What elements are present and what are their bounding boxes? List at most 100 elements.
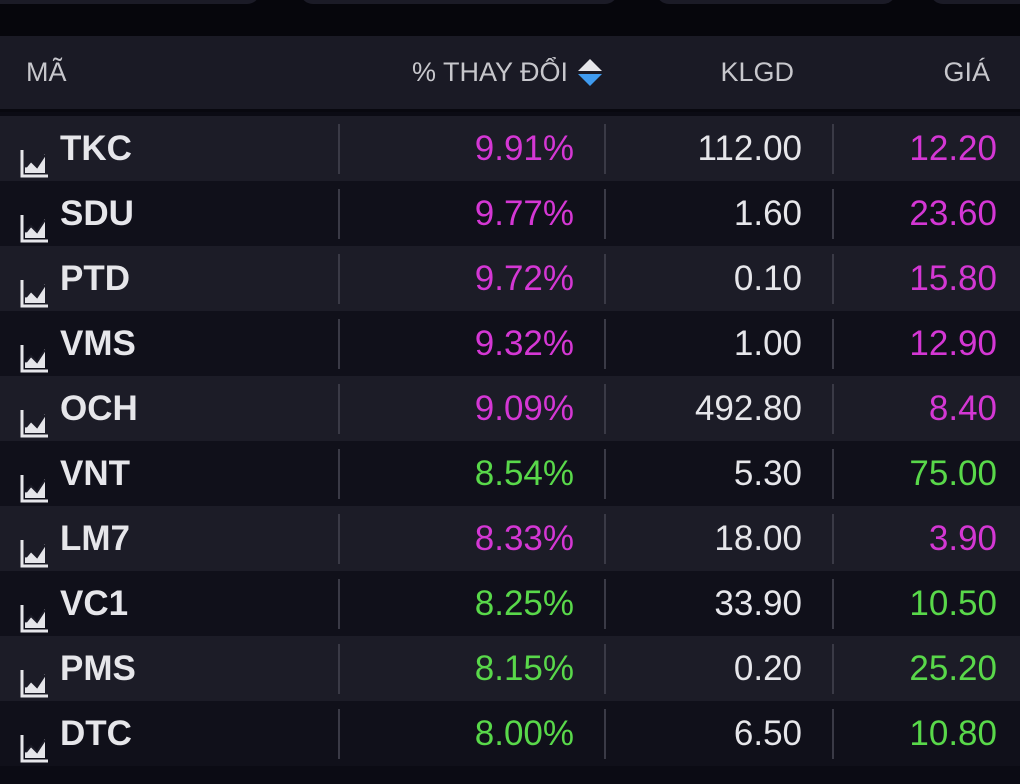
volume: 492.80 bbox=[694, 389, 802, 428]
column-divider bbox=[338, 579, 340, 629]
column-divider bbox=[338, 514, 340, 564]
table-row[interactable]: VC1 8.25% 33.90 10.50 bbox=[0, 571, 1020, 636]
column-divider bbox=[832, 514, 834, 564]
price: 23.60 bbox=[909, 194, 997, 233]
chart-icon[interactable] bbox=[20, 394, 50, 437]
stock-table-body: TKC 9.91% 112.00 12.20 SDU 9.77% 1.60 23.60 PTD 9… bbox=[0, 116, 1020, 766]
change-percent: 8.54% bbox=[474, 454, 574, 493]
column-divider bbox=[604, 449, 606, 499]
price: 8.40 bbox=[928, 389, 997, 428]
chart-icon[interactable] bbox=[20, 264, 50, 307]
table-row[interactable]: OCH 9.09% 492.80 8.40 bbox=[0, 376, 1020, 441]
chart-icon[interactable] bbox=[20, 524, 50, 567]
volume: 1.00 bbox=[733, 324, 802, 363]
table-row[interactable]: LM7 8.33% 18.00 3.90 bbox=[0, 506, 1020, 571]
change-percent: 9.72% bbox=[474, 259, 574, 298]
chart-icon[interactable] bbox=[20, 589, 50, 632]
column-divider bbox=[338, 319, 340, 369]
change-percent: 8.33% bbox=[474, 519, 574, 558]
volume: 0.20 bbox=[733, 649, 802, 688]
column-divider bbox=[338, 124, 340, 174]
column-divider bbox=[604, 709, 606, 759]
stock-code-cell[interactable]: DTC bbox=[20, 701, 132, 766]
stock-code-cell[interactable]: PTD bbox=[20, 246, 130, 311]
column-divider bbox=[604, 319, 606, 369]
filter-tab-2[interactable] bbox=[300, 0, 618, 4]
stock-code-cell[interactable]: OCH bbox=[20, 376, 138, 441]
column-divider bbox=[338, 254, 340, 304]
stock-code-cell[interactable]: PMS bbox=[20, 636, 136, 701]
column-divider bbox=[604, 254, 606, 304]
column-header-volume[interactable]: KLGD bbox=[720, 57, 794, 87]
stock-code-cell[interactable]: VNT bbox=[20, 441, 130, 506]
column-header-change[interactable]: % THAY ĐỔI bbox=[412, 36, 602, 109]
chart-icon[interactable] bbox=[20, 329, 50, 372]
chart-icon[interactable] bbox=[20, 199, 50, 242]
column-divider bbox=[604, 189, 606, 239]
stock-code: LM7 bbox=[60, 519, 130, 558]
filter-tab-3[interactable] bbox=[656, 0, 896, 4]
column-header-code[interactable]: MÃ bbox=[26, 57, 67, 87]
volume: 5.30 bbox=[733, 454, 802, 493]
column-divider bbox=[604, 514, 606, 564]
volume: 0.10 bbox=[733, 259, 802, 298]
chart-icon[interactable] bbox=[20, 134, 50, 177]
table-row[interactable]: SDU 9.77% 1.60 23.60 bbox=[0, 181, 1020, 246]
stock-code-cell[interactable]: VC1 bbox=[20, 571, 128, 636]
table-row[interactable]: VMS 9.32% 1.00 12.90 bbox=[0, 311, 1020, 376]
price: 15.80 bbox=[909, 259, 997, 298]
column-header-price[interactable]: GIÁ bbox=[943, 57, 990, 87]
column-divider bbox=[832, 124, 834, 174]
stock-code: VMS bbox=[60, 324, 136, 363]
price: 25.20 bbox=[909, 649, 997, 688]
column-divider bbox=[604, 384, 606, 434]
stock-code: VNT bbox=[60, 454, 130, 493]
sort-icon[interactable] bbox=[578, 58, 602, 88]
column-divider bbox=[338, 644, 340, 694]
stock-code-cell[interactable]: LM7 bbox=[20, 506, 130, 571]
column-divider bbox=[604, 644, 606, 694]
stock-code: TKC bbox=[60, 129, 132, 168]
filter-tab-4[interactable] bbox=[930, 0, 1020, 4]
column-divider bbox=[604, 124, 606, 174]
table-row[interactable]: DTC 8.00% 6.50 10.80 bbox=[0, 701, 1020, 766]
stock-code: PMS bbox=[60, 649, 136, 688]
stock-code: PTD bbox=[60, 259, 130, 298]
volume: 6.50 bbox=[733, 714, 802, 753]
volume: 18.00 bbox=[714, 519, 802, 558]
volume: 112.00 bbox=[697, 129, 802, 168]
volume: 1.60 bbox=[733, 194, 802, 233]
stock-code: OCH bbox=[60, 389, 138, 428]
chart-icon[interactable] bbox=[20, 459, 50, 502]
column-divider bbox=[832, 189, 834, 239]
stock-code-cell[interactable]: SDU bbox=[20, 181, 134, 246]
chart-icon[interactable] bbox=[20, 654, 50, 697]
column-divider bbox=[338, 709, 340, 759]
table-row[interactable]: PTD 9.72% 0.10 15.80 bbox=[0, 246, 1020, 311]
column-divider bbox=[338, 189, 340, 239]
stock-code-cell[interactable]: VMS bbox=[20, 311, 136, 376]
change-percent: 8.00% bbox=[474, 714, 574, 753]
column-divider bbox=[832, 644, 834, 694]
price: 3.90 bbox=[928, 519, 997, 558]
chart-icon[interactable] bbox=[20, 719, 50, 762]
change-percent: 9.09% bbox=[474, 389, 574, 428]
price: 10.50 bbox=[909, 584, 997, 623]
table-row[interactable]: VNT 8.54% 5.30 75.00 bbox=[0, 441, 1020, 506]
volume: 33.90 bbox=[714, 584, 802, 623]
table-row[interactable]: TKC 9.91% 112.00 12.20 bbox=[0, 116, 1020, 181]
column-divider bbox=[832, 319, 834, 369]
column-header-change-label: % THAY ĐỔI bbox=[411, 57, 568, 87]
price: 75.00 bbox=[909, 454, 997, 493]
price: 12.20 bbox=[909, 129, 997, 168]
change-percent: 9.77% bbox=[474, 194, 574, 233]
filter-tab-1[interactable] bbox=[0, 0, 260, 4]
stock-code: DTC bbox=[60, 714, 132, 753]
change-percent: 9.91% bbox=[474, 129, 574, 168]
top-tab-strip bbox=[0, 0, 1020, 36]
price: 10.80 bbox=[909, 714, 997, 753]
change-percent: 8.15% bbox=[474, 649, 574, 688]
column-divider bbox=[338, 384, 340, 434]
table-row[interactable]: PMS 8.15% 0.20 25.20 bbox=[0, 636, 1020, 701]
stock-code-cell[interactable]: TKC bbox=[20, 116, 132, 181]
